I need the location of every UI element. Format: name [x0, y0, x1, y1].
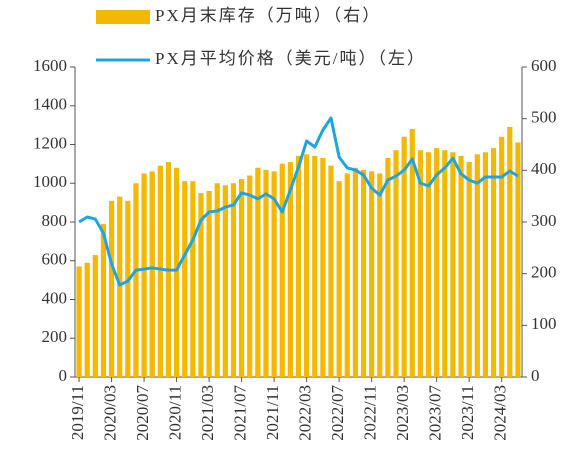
bar: [247, 175, 253, 377]
bar: [295, 155, 302, 377]
y2-tick-label: 100: [531, 314, 557, 333]
y-tick-label: 200: [42, 327, 68, 346]
y2-tick-label: 400: [531, 159, 557, 178]
y-tick-label: 1200: [33, 133, 67, 152]
y-tick-label: 1400: [33, 95, 67, 114]
x-tick-label: 2023/07: [426, 385, 445, 441]
y2-tick-label: 600: [531, 56, 557, 75]
bar: [141, 173, 147, 377]
x-tick-label: 2020/03: [100, 385, 119, 441]
bar: [401, 136, 407, 377]
bar: [417, 150, 424, 377]
bar: [425, 152, 432, 377]
x-tick-label: 2020/07: [133, 385, 152, 441]
bar: [222, 185, 228, 377]
x-tick-label: 2021/07: [231, 385, 250, 441]
bar: [239, 179, 245, 377]
legend-label: PX月平均价格（美元/吨）（左）: [155, 49, 426, 68]
bar: [352, 167, 358, 377]
line: [78, 116, 519, 287]
y-tick-label: 1600: [33, 56, 67, 75]
y-tick-label: 800: [42, 211, 68, 230]
bar: [499, 136, 505, 377]
bar: [190, 181, 196, 377]
bar: [117, 196, 123, 377]
bar: [182, 181, 188, 377]
bar: [173, 167, 180, 377]
bar: [304, 154, 310, 377]
y2-tick-label: 0: [531, 366, 540, 385]
bar: [458, 155, 464, 377]
bar: [312, 155, 318, 377]
x-tick-label: 2021/03: [198, 385, 217, 441]
y-tick-label: 1000: [33, 172, 67, 191]
x-tick-label: 2021/11: [263, 385, 282, 440]
bar: [214, 183, 220, 377]
bar: [263, 169, 269, 377]
bar: [84, 262, 90, 377]
bar: [482, 152, 489, 377]
bar: [287, 162, 293, 377]
bar: [377, 173, 383, 377]
bar: [157, 165, 163, 377]
bar: [279, 163, 285, 377]
bar: [450, 152, 456, 377]
bar: [149, 171, 155, 377]
bar: [230, 183, 237, 377]
bar: [434, 148, 440, 377]
y-tick-label: 0: [59, 366, 68, 385]
bar: [271, 171, 277, 377]
x-tick-label: 2022/07: [328, 385, 347, 441]
bar: [206, 191, 212, 377]
legend-label: PX月末库存（万吨）（右）: [155, 6, 381, 25]
bar: [442, 150, 448, 377]
bar: [409, 129, 415, 377]
bar: [92, 255, 98, 377]
bar: [360, 169, 367, 377]
y-tick-label: 600: [42, 250, 68, 269]
y2-tick-label: 500: [531, 108, 557, 127]
bar: [490, 148, 497, 377]
bar: [76, 266, 82, 377]
bar: [336, 181, 342, 377]
x-tick-label: 2024/03: [491, 385, 510, 441]
bar: [507, 126, 513, 377]
bar: [198, 193, 204, 377]
bar: [515, 142, 521, 377]
y2-tick-label: 300: [531, 211, 557, 230]
bar: [385, 157, 391, 377]
x-tick-label: 2023/03: [393, 385, 412, 441]
legend-swatch: [96, 10, 150, 24]
x-tick-label: 2019/11: [68, 385, 87, 440]
bar: [320, 157, 326, 377]
x-tick-label: 2023/11: [458, 385, 477, 440]
bar: [474, 154, 480, 377]
bar: [328, 165, 334, 377]
x-tick-label: 2022/03: [296, 385, 315, 441]
x-tick-label: 2020/11: [165, 385, 184, 440]
bar: [393, 150, 399, 377]
y2-tick-label: 200: [531, 263, 557, 282]
bar: [369, 171, 375, 377]
bar: [133, 183, 139, 377]
bar: [466, 162, 472, 377]
bar: [108, 200, 115, 377]
bar: [255, 167, 261, 377]
bar: [125, 200, 131, 377]
x-tick-label: 2022/11: [361, 385, 380, 440]
y-tick-label: 400: [42, 288, 68, 307]
bar: [100, 224, 107, 377]
bar: [344, 173, 350, 377]
